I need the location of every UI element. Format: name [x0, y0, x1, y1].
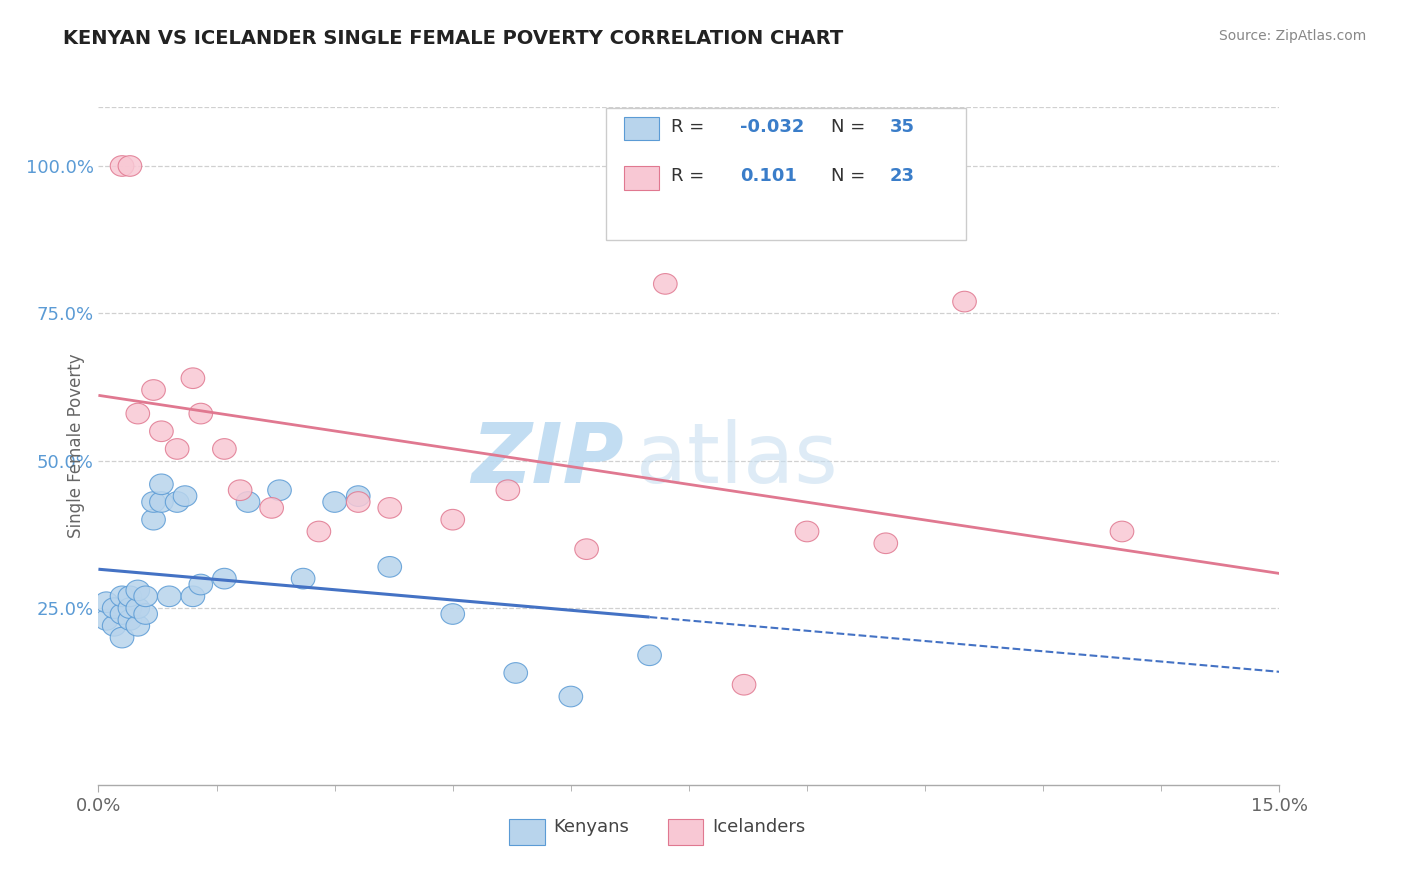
Ellipse shape — [94, 609, 118, 631]
Ellipse shape — [110, 156, 134, 177]
Text: 0.101: 0.101 — [740, 167, 797, 186]
Ellipse shape — [378, 557, 402, 577]
Ellipse shape — [142, 509, 166, 530]
Text: ZIP: ZIP — [471, 419, 624, 500]
Ellipse shape — [118, 586, 142, 607]
Ellipse shape — [654, 274, 678, 294]
Ellipse shape — [166, 439, 188, 459]
Ellipse shape — [1111, 521, 1133, 541]
Ellipse shape — [103, 615, 127, 636]
Ellipse shape — [127, 615, 149, 636]
Ellipse shape — [94, 592, 118, 613]
Ellipse shape — [378, 498, 402, 518]
Ellipse shape — [110, 627, 134, 648]
Ellipse shape — [127, 403, 149, 424]
Text: Kenyans: Kenyans — [553, 818, 628, 836]
Ellipse shape — [733, 674, 756, 695]
Ellipse shape — [228, 480, 252, 500]
FancyBboxPatch shape — [624, 117, 659, 140]
Ellipse shape — [188, 574, 212, 595]
Ellipse shape — [118, 609, 142, 631]
Ellipse shape — [134, 604, 157, 624]
Y-axis label: Single Female Poverty: Single Female Poverty — [66, 354, 84, 538]
Text: N =: N = — [831, 118, 865, 136]
Ellipse shape — [103, 598, 127, 618]
Ellipse shape — [212, 439, 236, 459]
Ellipse shape — [127, 598, 149, 618]
Ellipse shape — [575, 539, 599, 559]
Ellipse shape — [134, 586, 157, 607]
Ellipse shape — [188, 403, 212, 424]
Text: Icelanders: Icelanders — [713, 818, 806, 836]
Ellipse shape — [875, 533, 897, 554]
Text: Source: ZipAtlas.com: Source: ZipAtlas.com — [1219, 29, 1367, 43]
Ellipse shape — [166, 491, 188, 512]
FancyBboxPatch shape — [606, 109, 966, 240]
Ellipse shape — [142, 491, 166, 512]
FancyBboxPatch shape — [624, 166, 659, 190]
Ellipse shape — [127, 580, 149, 600]
Ellipse shape — [181, 586, 205, 607]
Ellipse shape — [323, 491, 346, 512]
Ellipse shape — [149, 491, 173, 512]
Ellipse shape — [236, 491, 260, 512]
Ellipse shape — [142, 380, 166, 401]
FancyBboxPatch shape — [668, 819, 703, 845]
Ellipse shape — [118, 598, 142, 618]
Ellipse shape — [181, 368, 205, 389]
Text: atlas: atlas — [636, 419, 838, 500]
Ellipse shape — [953, 292, 976, 312]
Text: KENYAN VS ICELANDER SINGLE FEMALE POVERTY CORRELATION CHART: KENYAN VS ICELANDER SINGLE FEMALE POVERT… — [63, 29, 844, 47]
Text: 35: 35 — [890, 118, 915, 136]
Ellipse shape — [110, 586, 134, 607]
Text: -0.032: -0.032 — [740, 118, 804, 136]
Ellipse shape — [560, 686, 582, 706]
Ellipse shape — [796, 521, 818, 541]
Ellipse shape — [496, 480, 520, 500]
Text: R =: R = — [671, 167, 704, 186]
Ellipse shape — [638, 645, 661, 665]
Ellipse shape — [212, 568, 236, 589]
Ellipse shape — [118, 156, 142, 177]
FancyBboxPatch shape — [509, 819, 546, 845]
Ellipse shape — [307, 521, 330, 541]
Ellipse shape — [149, 474, 173, 495]
Ellipse shape — [346, 486, 370, 507]
Ellipse shape — [503, 663, 527, 683]
Text: 23: 23 — [890, 167, 915, 186]
Ellipse shape — [291, 568, 315, 589]
Ellipse shape — [441, 509, 464, 530]
Ellipse shape — [110, 604, 134, 624]
Text: N =: N = — [831, 167, 865, 186]
Ellipse shape — [260, 498, 284, 518]
Ellipse shape — [173, 486, 197, 507]
Ellipse shape — [441, 604, 464, 624]
Ellipse shape — [267, 480, 291, 500]
Text: R =: R = — [671, 118, 704, 136]
Ellipse shape — [157, 586, 181, 607]
Ellipse shape — [149, 421, 173, 442]
Ellipse shape — [346, 491, 370, 512]
